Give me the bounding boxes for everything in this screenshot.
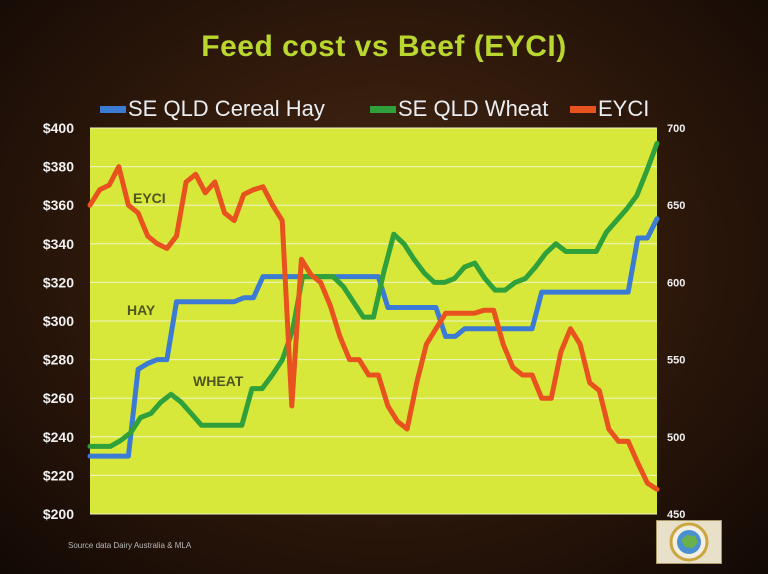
y-tick-label: $300: [43, 313, 74, 329]
y2-tick-label: 500: [667, 432, 685, 444]
y-tick-label: $320: [43, 274, 74, 290]
y-tick-label: $400: [43, 120, 74, 136]
series-line-2: [87, 164, 660, 492]
y-tick-label: $220: [43, 467, 74, 483]
legend-swatch-wheat: [370, 105, 396, 113]
chart-title: Feed cost vs Beef (EYCI): [201, 30, 567, 63]
y-tick-label: $360: [43, 197, 74, 213]
y2-tick-label: 600: [667, 277, 685, 289]
legend-swatch-eyci: [570, 105, 596, 113]
y-tick-label: $280: [43, 352, 74, 368]
y-tick-label: $340: [43, 236, 74, 252]
association-logo-icon: [656, 520, 722, 564]
legend-item-wheat: SE QLD Wheat: [370, 96, 548, 122]
y2-tick-label: 650: [667, 200, 685, 212]
legend-item-hay: SE QLD Cereal Hay: [100, 96, 325, 122]
series-line-1: [87, 140, 660, 449]
y2-tick-label: 450: [667, 509, 685, 521]
series-line-0: [87, 216, 660, 459]
y-tick-label: $200: [43, 506, 74, 522]
y-tick-label: $260: [43, 390, 74, 406]
annotation-label: WHEAT: [193, 373, 244, 389]
legend-item-eyci: EYCI: [570, 96, 649, 122]
legend-label-wheat: SE QLD Wheat: [398, 96, 549, 121]
y-tick-label: $240: [43, 429, 74, 445]
legend-label-hay: SE QLD Cereal Hay: [128, 96, 325, 121]
source-note: Source data Dairy Australia & MLA: [68, 541, 192, 550]
legend-swatch-hay: [100, 105, 126, 113]
y2-tick-label: 550: [667, 355, 685, 367]
annotation-label: HAY: [127, 302, 156, 318]
y-tick-label: $380: [43, 159, 74, 175]
annotation-label: EYCI: [133, 190, 166, 206]
legend-label-eyci: EYCI: [598, 96, 650, 121]
y2-tick-label: 700: [667, 123, 685, 135]
